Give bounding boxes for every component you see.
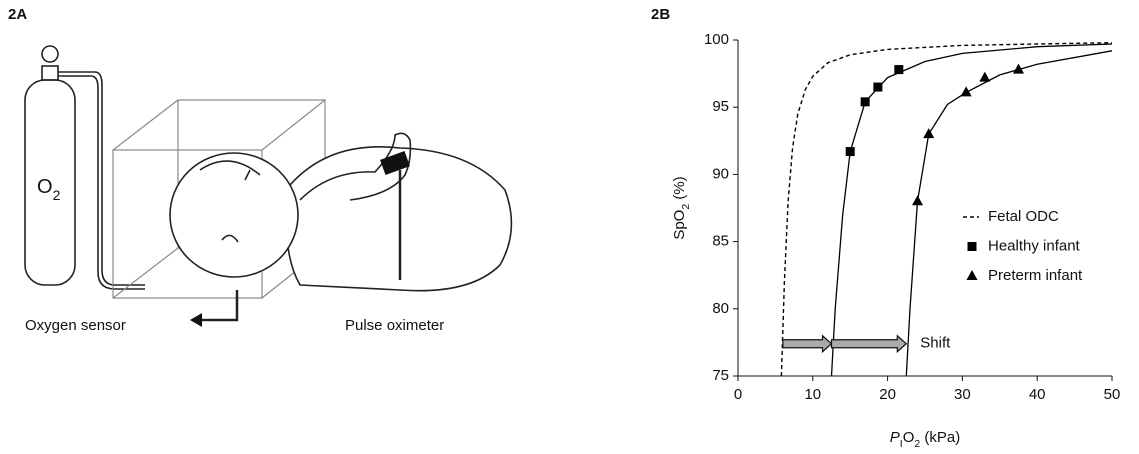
- shift-arrow: [830, 334, 908, 354]
- wrist-sensor: [380, 151, 410, 175]
- illustration: [24, 45, 513, 327]
- fit-curve: [830, 43, 1113, 377]
- label-part: 2: [680, 204, 692, 210]
- x-tick-label: 10: [804, 386, 821, 403]
- legend-label: Healthy infant: [988, 237, 1081, 254]
- hood-edges: [112, 99, 326, 299]
- x-tick-label: 20: [879, 386, 896, 403]
- label-part: I: [900, 438, 903, 450]
- valve-knob: [41, 45, 59, 63]
- tube: [58, 75, 145, 290]
- label-part: 2: [53, 187, 61, 203]
- line: [780, 42, 1113, 377]
- baby-arm: [299, 132, 412, 201]
- y-tick-label: 80: [712, 300, 729, 317]
- y-axis-label: SpO2 (%): [671, 176, 692, 239]
- label: Oxygen sensor: [25, 317, 126, 334]
- annotation: Shift: [920, 335, 951, 352]
- sensor-line: [200, 290, 239, 322]
- legend-label: Fetal ODC: [988, 208, 1059, 225]
- label-part: (%): [671, 176, 688, 204]
- label-part: P: [890, 429, 900, 446]
- y-tick-label: 85: [712, 233, 729, 250]
- cylinder-label: O2: [37, 176, 61, 202]
- x-tick-label: 40: [1029, 386, 1046, 403]
- label-part: O: [37, 176, 53, 198]
- label: Pulse oximeter: [345, 317, 444, 334]
- label-part: 2: [914, 438, 920, 450]
- baby-head: [169, 152, 299, 278]
- data-point: [873, 82, 883, 92]
- y-tick-label: 100: [704, 31, 729, 48]
- legend-symbol: [966, 270, 978, 280]
- panel-label: 2A: [8, 6, 27, 23]
- x-axis-label: PIO2 (kPa): [890, 429, 960, 450]
- x-tick-label: 30: [954, 386, 971, 403]
- baby-face: [199, 160, 261, 243]
- data-point: [960, 86, 972, 97]
- tube: [58, 71, 145, 286]
- data-point: [860, 97, 870, 107]
- data-point: [845, 147, 855, 157]
- y-tick-label: 90: [712, 165, 729, 182]
- arrow-head: [190, 313, 202, 327]
- legend-label: Preterm infant: [988, 267, 1083, 284]
- data-point: [1013, 63, 1024, 74]
- data-point: [912, 195, 924, 206]
- x-tick-label: 50: [1104, 386, 1121, 403]
- x-tick-label: 0: [734, 386, 742, 403]
- label-part: O: [903, 429, 915, 446]
- data-point: [894, 65, 904, 75]
- panel-label: 2B: [651, 6, 670, 23]
- y-tick-label: 75: [712, 367, 729, 384]
- shift-arrow: [782, 334, 833, 354]
- valve: [41, 65, 59, 81]
- label-part: (kPa): [920, 429, 960, 446]
- fit-curve: [905, 50, 1113, 377]
- data-point: [979, 71, 991, 82]
- legend-symbol: [967, 242, 977, 251]
- data-point: [923, 128, 935, 139]
- label-part: SpO: [671, 210, 688, 240]
- y-tick-label: 95: [712, 98, 729, 115]
